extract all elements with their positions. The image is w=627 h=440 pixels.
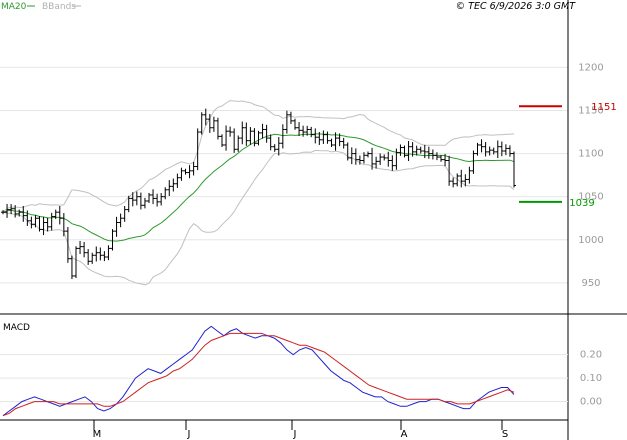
- price-grid: [0, 66, 568, 284]
- copyright-text: © TEC 6/9/2026 3:0 GMT: [456, 1, 577, 12]
- ma20-path: [2, 133, 515, 242]
- x-tick-label: J: [293, 429, 297, 440]
- macd-tick-label: 0.20: [580, 350, 602, 361]
- x-tick-label: A: [401, 429, 408, 440]
- legend-ma20: MA20: [1, 2, 27, 12]
- price-levels: [519, 105, 562, 203]
- support-label: 1039: [569, 198, 594, 209]
- macd-line: [2, 325, 515, 417]
- ma20-line: [2, 133, 515, 242]
- resistance-label: 1151: [591, 102, 616, 113]
- price-tick-label: 1000: [578, 235, 603, 246]
- legend-bbands: BBands: [42, 2, 76, 12]
- macd-panel: [0, 325, 568, 417]
- price-tick-label: 1150: [578, 106, 603, 117]
- x-tick-label: S: [502, 429, 508, 440]
- x-tick-label: J: [187, 429, 191, 440]
- x-tick-label: M: [93, 429, 102, 440]
- macd-signal-line: [2, 332, 515, 417]
- price-tick-label: 1200: [578, 62, 603, 73]
- bbands-lower-line: [2, 149, 515, 286]
- macd-title: MACD: [3, 323, 30, 333]
- price-tick-label: 950: [581, 278, 600, 289]
- bbands-upper-line: [2, 100, 515, 213]
- macd-tick-label: 0.00: [580, 397, 602, 408]
- price-bars: [1, 108, 516, 280]
- price-tick-label: 1050: [578, 192, 603, 203]
- macd-tick-label: 0.10: [580, 373, 602, 384]
- price-tick-label: 1100: [578, 149, 603, 160]
- axis-labels: 950 1000 1050 1100 1150 1200 1151 1039 0.00 0.10 0…: [93, 62, 617, 440]
- bollinger-bands: [2, 100, 515, 286]
